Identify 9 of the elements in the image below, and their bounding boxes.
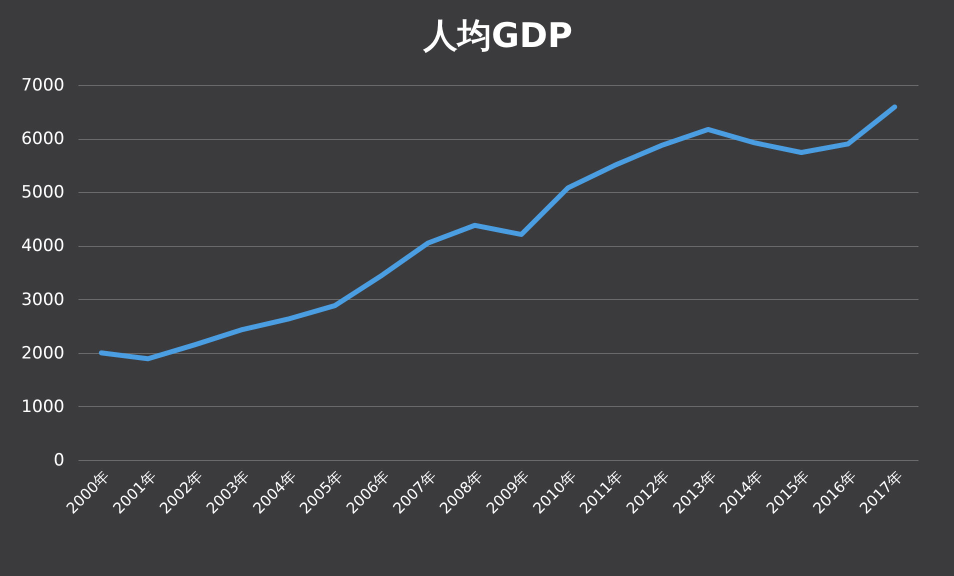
y-tick-label: 2000 (21, 343, 64, 364)
y-tick-label: 3000 (21, 290, 64, 310)
y-tick-label: 6000 (21, 129, 64, 150)
chart-title: 人均GDP (422, 16, 573, 56)
y-tick-label: 0 (54, 450, 64, 470)
y-tick-label: 7000 (21, 76, 64, 96)
y-tick-label: 5000 (21, 182, 64, 203)
y-tick-label: 1000 (21, 396, 64, 417)
y-tick-label: 4000 (21, 236, 64, 256)
